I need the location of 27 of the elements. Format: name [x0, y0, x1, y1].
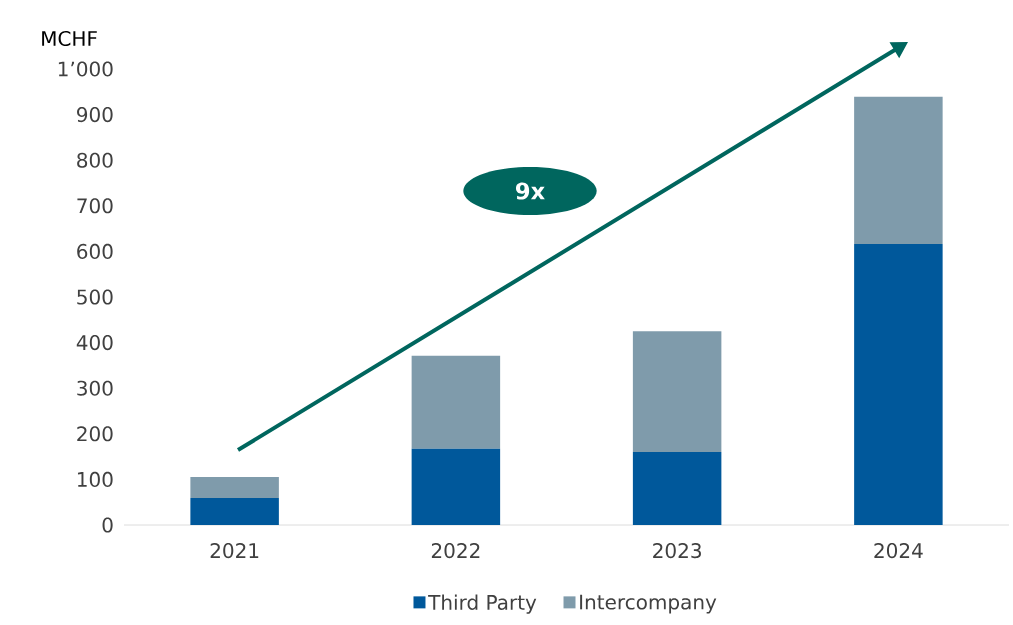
y-tick-label: 600	[77, 243, 113, 259]
y-tick-label: 0	[102, 517, 113, 533]
legend-label: Third Party	[428, 594, 537, 614]
y-tick-label: 800	[77, 152, 113, 168]
legend-label: Intercompany	[580, 594, 717, 614]
y-tick-label: 100	[77, 471, 113, 487]
y-tick-label: 300	[77, 380, 113, 396]
x-tick-label: 2022	[431, 543, 480, 559]
bar	[632, 331, 722, 453]
x-tick-label: 2024	[874, 543, 923, 559]
y-tick-label: 1’000	[58, 61, 113, 77]
bar	[190, 498, 279, 525]
y-axis-title: MCHF	[42, 30, 97, 47]
bar	[632, 452, 722, 525]
y-tick-label: 400	[76, 335, 113, 351]
x-tick-label: 2023	[653, 543, 701, 559]
y-tick-label: 900	[77, 107, 113, 123]
bar	[854, 96, 943, 245]
bar	[854, 244, 943, 525]
bar	[411, 355, 501, 449]
x-tick-label: 2021	[210, 543, 259, 559]
bar	[190, 477, 279, 499]
y-tick-label: 200	[77, 426, 113, 442]
bar	[411, 448, 501, 525]
y-tick-label: 700	[77, 198, 113, 214]
y-tick-label: 500	[77, 289, 113, 305]
annotation: 9x	[515, 182, 545, 200]
